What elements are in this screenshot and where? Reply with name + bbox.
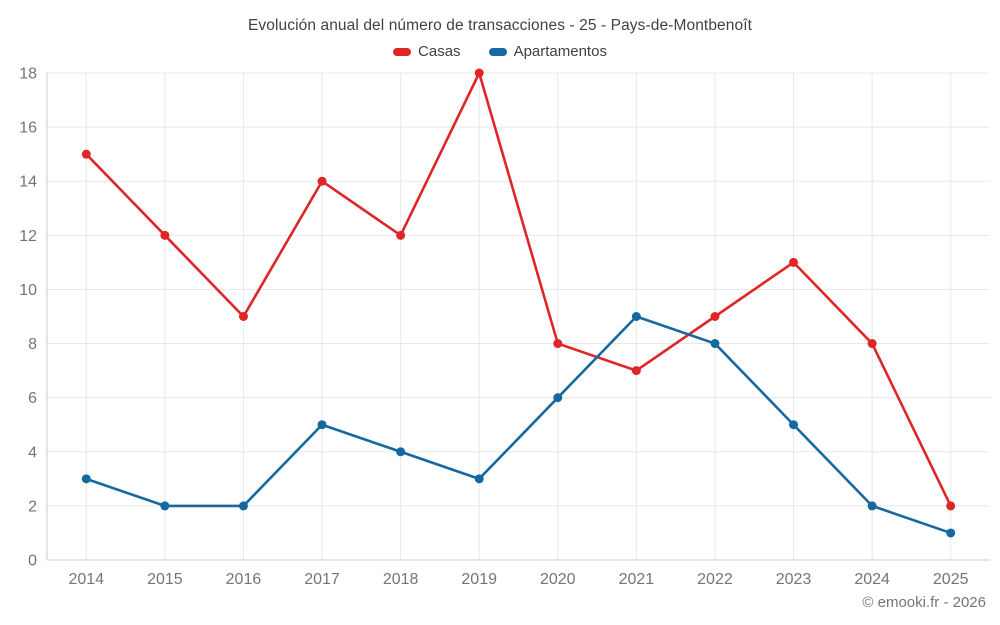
x-axis-label: 2021 [619,571,655,588]
data-point-apartamentos-2024[interactable] [867,501,877,511]
data-point-casas-2025[interactable] [946,501,956,511]
data-point-apartamentos-2015[interactable] [160,501,170,511]
series-line-casas [84,71,953,508]
data-point-casas-2015[interactable] [160,230,170,240]
legend-label-casas: Casas [418,43,461,60]
legend-label-apartamentos: Apartamentos [513,43,607,60]
x-axis-label: 2018 [383,571,419,588]
credit-text: © emooki.fr - 2026 [862,594,986,611]
data-point-apartamentos-2021[interactable] [631,312,641,321]
y-axis-label: 18 [19,66,37,83]
data-point-casas-2024[interactable] [867,339,877,349]
data-point-apartamentos-2025[interactable] [946,528,956,538]
data-point-casas-2016[interactable] [238,312,248,321]
y-axis-label: 10 [19,282,37,299]
series-casas [81,68,956,511]
chart-title: Evolución anual del número de transaccio… [247,17,753,34]
data-point-apartamentos-2022[interactable] [710,339,720,349]
y-axis-label: 12 [19,228,37,245]
data-point-casas-2020[interactable] [553,339,563,349]
data-point-apartamentos-2016[interactable] [238,501,248,511]
data-point-apartamentos-2018[interactable] [396,447,406,457]
legend-swatch-apartamentos-icon [488,47,507,56]
data-point-apartamentos-2020[interactable] [553,393,563,403]
data-point-casas-2022[interactable] [710,312,720,321]
data-point-casas-2023[interactable] [789,257,799,267]
data-point-apartamentos-2014[interactable] [81,474,91,484]
x-axis-label: 2014 [68,571,104,588]
x-axis-label: 2017 [304,571,340,588]
data-point-apartamentos-2017[interactable] [317,420,327,430]
y-axis-label: 16 [19,120,37,137]
y-axis-label: 8 [28,336,37,353]
x-axis-label: 2025 [933,571,969,588]
data-point-casas-2019[interactable] [474,68,484,78]
legend-item-apartamentos[interactable]: Apartamentos [488,43,607,60]
grid-lines [47,72,990,560]
data-point-casas-2017[interactable] [317,176,327,186]
x-axis-labels: 2014 2015 2016 2017 2018 2019 2020 2021 2022 2023… [68,571,968,588]
x-axis-label: 2024 [854,571,890,588]
y-axis-label: 0 [28,553,37,570]
y-axis-label: 6 [28,390,37,407]
axes [46,73,990,561]
x-axis-label: 2015 [147,571,183,588]
x-axis-label: 2019 [461,571,497,588]
x-axis-label: 2022 [697,571,733,588]
legend-swatch-casas-icon [393,47,412,56]
y-axis-label: 2 [28,498,37,515]
chart-legend: Casas Apartamentos [0,43,1000,60]
y-axis-label: 14 [19,174,37,191]
data-point-apartamentos-2023[interactable] [789,420,799,430]
data-point-apartamentos-2019[interactable] [474,474,484,484]
data-point-casas-2014[interactable] [81,149,91,159]
y-axis-label: 4 [28,444,37,461]
x-axis-label: 2016 [226,571,262,588]
data-point-casas-2021[interactable] [631,366,641,376]
x-axis-label: 2020 [540,571,576,588]
legend-item-casas[interactable]: Casas [393,43,461,60]
y-axis-labels: 0 2 4 6 8 10 12 14 16 18 [19,66,37,570]
data-point-casas-2018[interactable] [396,230,406,240]
x-axis-label: 2023 [776,571,812,588]
series-apartamentos [81,312,956,538]
series-line-apartamentos [84,315,953,535]
